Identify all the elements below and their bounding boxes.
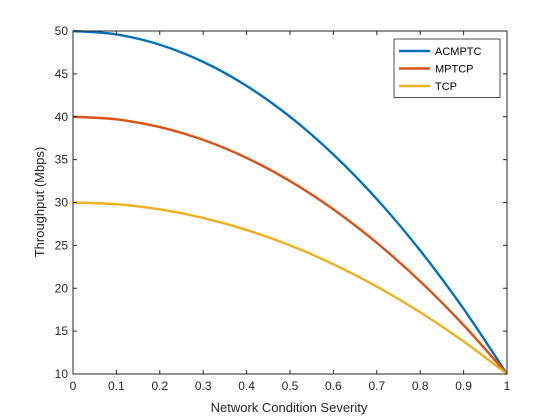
y-tick-label: 25 <box>55 238 69 252</box>
x-tick-label: 0.2 <box>151 379 168 393</box>
y-tick-label: 15 <box>55 324 69 338</box>
x-tick-label: 0.8 <box>412 379 429 393</box>
x-tick-label: 0.1 <box>108 379 125 393</box>
y-tick-label: 10 <box>55 367 69 381</box>
y-tick-label: 50 <box>55 24 69 38</box>
x-tick-label: 0.7 <box>368 379 385 393</box>
x-tick-label: 0.9 <box>455 379 472 393</box>
x-axis-title: Network Condition Severity <box>211 400 368 415</box>
y-tick-label: 20 <box>55 281 69 295</box>
y-axis-ticks: 10 15 20 25 30 35 40 45 50 <box>55 24 507 381</box>
legend-label-tcp: TCP <box>435 81 457 93</box>
x-axis-ticks: 0 0.1 0.2 0.3 0.4 0.5 0.6 0.7 0.8 0.9 1 <box>70 31 511 393</box>
x-tick-label: 0.4 <box>238 379 255 393</box>
legend-label-acmptc: ACMPTC <box>435 46 482 58</box>
series-line-mptcp <box>72 115 508 375</box>
series-line-tcp <box>72 201 508 375</box>
x-tick-label: 1 <box>504 379 511 393</box>
legend: ACMPTC MPTCP TCP <box>393 38 501 98</box>
x-tick-label: 0.6 <box>325 379 342 393</box>
x-tick-label: 0.3 <box>195 379 212 393</box>
y-tick-label: 40 <box>55 110 69 124</box>
legend-label-mptcp: MPTCP <box>435 64 474 76</box>
x-tick-label: 0 <box>70 379 77 393</box>
y-axis-title: Throughput (Mbps) <box>32 147 47 258</box>
x-tick-label: 0.5 <box>282 379 299 393</box>
y-tick-label: 35 <box>55 153 69 167</box>
series-line-acmptc <box>72 29 508 375</box>
y-tick-label: 30 <box>55 196 69 210</box>
y-tick-label: 45 <box>55 67 69 81</box>
series-layer <box>72 29 508 375</box>
